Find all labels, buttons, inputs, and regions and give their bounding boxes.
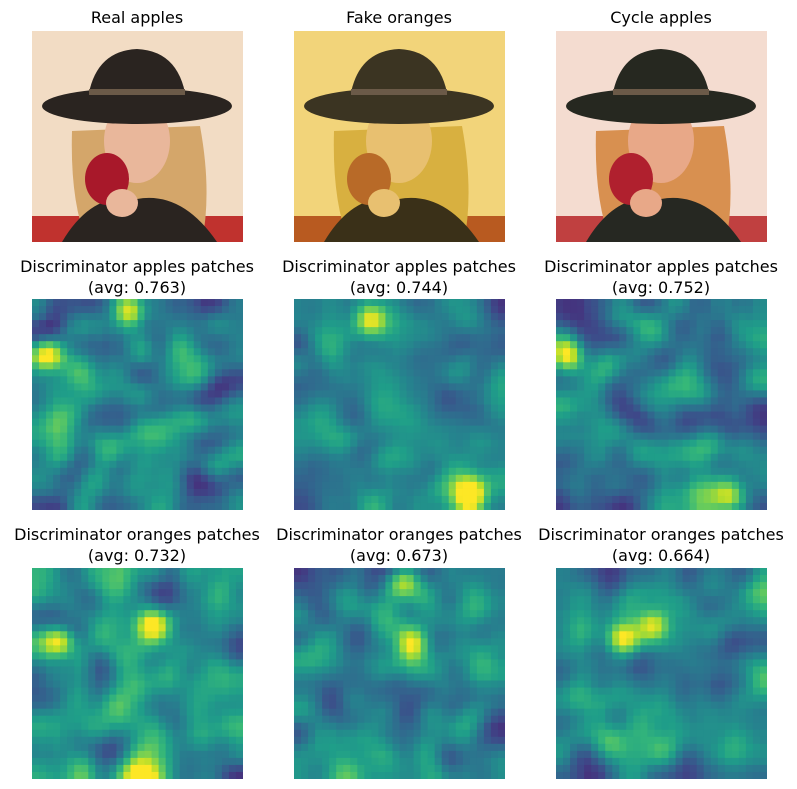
heatmap-image [32,299,243,510]
panel-title: Fake oranges [346,8,452,27]
heatmap-image [32,568,243,779]
panel-title: Discriminator apples patches [282,257,516,276]
photo-hand [368,189,400,217]
panel-average: (avg: 0.763) [87,278,187,297]
panel-title: Discriminator apples patches [20,257,254,276]
heatmap-panel [294,299,505,510]
panel-title: Discriminator oranges patches [538,525,784,544]
photo-hat-band [351,89,447,95]
photo-image [556,31,767,242]
panel-title: Discriminator apples patches [544,257,778,276]
heatmap-panel [556,568,767,779]
panel-title: Cycle apples [610,8,712,27]
panel-average: (avg: 0.732) [87,546,187,565]
heatmap-panel [32,299,243,510]
photo-panel-fake [294,31,505,242]
heatmap-image [294,299,505,510]
photo-jacket [62,197,217,242]
panel-average: (avg: 0.664) [611,546,711,565]
heatmap-panel [556,299,767,510]
photo-hat-band [89,89,185,95]
panel-title: Real apples [90,8,184,27]
photo-hand [106,189,138,217]
photo-image [32,31,243,242]
panel-title: Discriminator oranges patches [276,525,522,544]
heatmap-image [556,568,767,779]
panel-average: (avg: 0.744) [349,278,449,297]
photo-hat-band [613,89,709,95]
panel-average: (avg: 0.752) [611,278,711,297]
photo-panel-real [32,31,243,242]
panel-average: (avg: 0.673) [349,546,449,565]
photo-image [294,31,505,242]
photo-panel-cycle [556,31,767,242]
panel-title: Discriminator oranges patches [14,525,260,544]
photo-jacket [586,197,741,242]
heatmap-panel [32,568,243,779]
heatmap-image [556,299,767,510]
heatmap-panel [294,568,505,779]
photo-jacket [324,197,479,242]
heatmap-image [294,568,505,779]
photo-hand [630,189,662,217]
